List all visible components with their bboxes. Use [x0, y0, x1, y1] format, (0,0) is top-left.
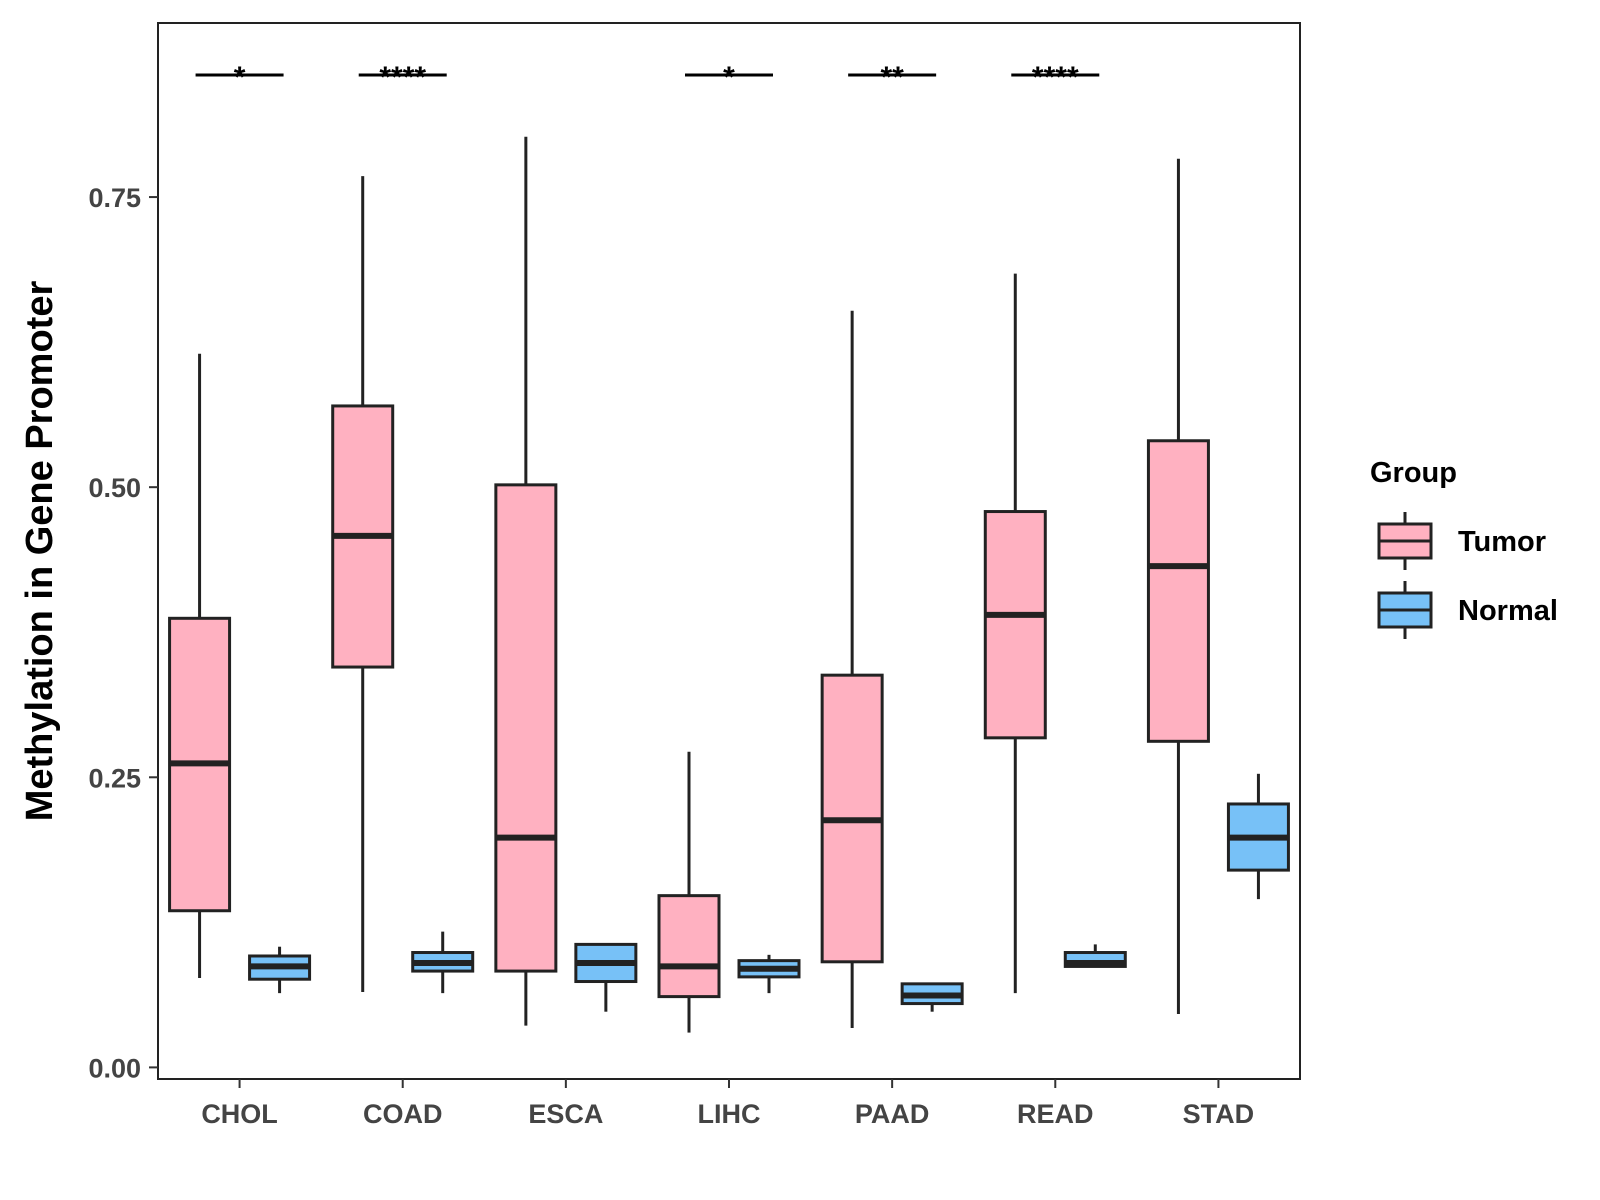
- significance-label: *: [723, 61, 735, 94]
- box-tumor-coad: [331, 176, 395, 992]
- box-tumor-read: [983, 273, 1047, 994]
- box-normal-coad: [411, 931, 475, 994]
- box-body: [657, 894, 721, 999]
- box-body: [983, 510, 1047, 740]
- legend-label-normal: Normal: [1458, 595, 1558, 627]
- y-tick-label-0-25: 0.25: [88, 763, 141, 793]
- box-tumor-paad: [820, 310, 884, 1028]
- significance-paad: **: [848, 61, 937, 94]
- x-axis: CHOL COAD ESCA LIHC PAAD READ STAD: [201, 1079, 1254, 1129]
- box-body: [494, 483, 558, 973]
- x-tick-label-lihc: LIHC: [698, 1099, 761, 1129]
- significance-lihc: *: [685, 61, 773, 94]
- box-tumor-stad: [1146, 158, 1210, 1015]
- significance-label: *: [234, 61, 246, 94]
- x-tick-label-paad: PAAD: [855, 1099, 930, 1129]
- box-tumor-esca: [494, 136, 558, 1026]
- significance-label: ****: [1032, 61, 1079, 94]
- box-normal-read: [1063, 944, 1127, 968]
- box-normal-lihc: [737, 954, 801, 994]
- legend-item-normal: Normal: [1377, 581, 1558, 639]
- legend-title: Group: [1370, 457, 1457, 489]
- x-tick-label-coad: COAD: [363, 1099, 443, 1129]
- box-normal-stad: [1226, 773, 1290, 900]
- x-tick-label-chol: CHOL: [201, 1099, 278, 1129]
- box-tumor-chol: [168, 353, 232, 979]
- legend: Group Tumor Normal: [1370, 457, 1558, 639]
- y-tick-label-0-00: 0.00: [88, 1053, 141, 1083]
- y-tick-label-0-75: 0.75: [88, 183, 141, 213]
- box-layer: [168, 136, 1290, 1033]
- box-normal-esca: [574, 942, 638, 1012]
- significance-chol: *: [195, 61, 284, 94]
- box-body: [1146, 439, 1210, 743]
- y-tick-label-0-50: 0.50: [88, 473, 141, 503]
- significance-read: ****: [1011, 61, 1100, 94]
- legend-item-tumor: Tumor: [1377, 512, 1546, 570]
- legend-label-tumor: Tumor: [1458, 526, 1546, 558]
- y-axis: 0.00 0.25 0.50 0.75: [88, 183, 158, 1083]
- box-normal-chol: [248, 946, 312, 994]
- significance-label: ****: [379, 61, 426, 94]
- significance-annotations: * **** * ** ****: [195, 61, 1100, 94]
- y-axis-title: Methylation in Gene Promoter: [19, 281, 61, 822]
- significance-coad: ****: [358, 61, 447, 94]
- box-tumor-lihc: [657, 751, 721, 1033]
- x-tick-label-esca: ESCA: [528, 1099, 603, 1129]
- significance-label: **: [880, 61, 904, 94]
- box-normal-paad: [900, 982, 964, 1012]
- x-tick-label-read: READ: [1017, 1099, 1094, 1129]
- x-tick-label-stad: STAD: [1183, 1099, 1255, 1129]
